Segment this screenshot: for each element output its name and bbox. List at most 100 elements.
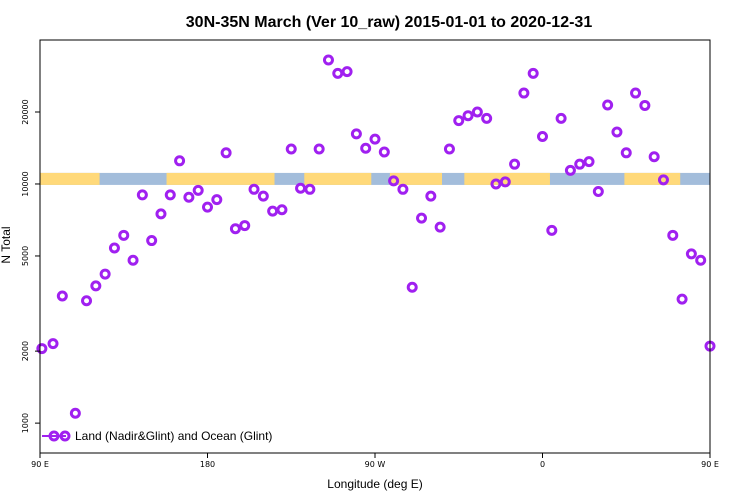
data-point [174,155,186,167]
data-point [509,158,521,170]
x-tick-label: 0 [540,460,545,469]
data-point [546,224,558,236]
data-point [481,112,493,124]
data-point [388,175,400,187]
legend: Land (Nadir&Glint) and Ocean (Glint) [42,429,272,443]
data-point [406,281,418,293]
data-point [248,183,260,195]
data-point [220,147,232,159]
data-point [630,87,642,99]
data-point [350,128,362,140]
data-point [211,194,223,206]
y-tick-label: 1000 [21,413,30,433]
data-point [397,183,409,195]
data-point [322,54,334,66]
data-point [490,178,502,190]
data-point [537,130,548,142]
data-point [499,176,511,188]
data-point [574,158,586,170]
y-axis-label: N Total [0,226,13,263]
x-axis: 90 E 180 90 W 0 90 E [31,453,719,469]
data-point [90,280,102,292]
legend-label: Land (Nadir&Glint) and Ocean (Glint) [75,429,272,443]
data-point [276,204,288,216]
data-point [304,183,316,195]
data-point [127,254,139,266]
y-axis: 1000 2000 5000 10000 20000 [21,99,40,433]
data-point [56,290,68,302]
legend-marker [48,430,60,442]
data-point [695,254,707,266]
land-band-segment [624,172,681,185]
x-tick-label: 90 W [365,460,386,469]
x-tick-label: 90 E [31,460,49,469]
data-point [164,189,176,201]
data-point [667,229,679,241]
data-point [81,295,93,307]
data-point [146,235,158,247]
x-axis-label: Longitude (deg E) [327,477,422,491]
data-point [332,67,344,79]
data-point [136,189,148,201]
legend-marker [59,430,71,442]
data-point [47,338,59,350]
surface-band [40,172,710,185]
data-point [685,248,697,260]
data-point [183,191,195,203]
data-point [239,220,251,232]
y-tick-label: 2000 [21,341,30,361]
ocean-band [40,172,710,185]
data-points [36,54,716,419]
data-point [648,151,660,163]
data-point [602,99,614,111]
data-point [360,142,372,154]
y-tick-label: 20000 [21,99,30,124]
land-band-segment [40,172,100,185]
land-band-segment [304,172,372,185]
data-point [202,201,213,213]
data-point [657,174,669,186]
data-point [676,293,688,305]
data-point [592,186,604,198]
data-point [518,87,530,99]
data-point [99,268,111,280]
x-tick-label: 90 E [701,460,719,469]
data-point [555,112,567,124]
data-point [229,223,241,235]
data-point [416,212,428,224]
data-point [69,407,81,419]
data-point [434,221,446,233]
data-point [471,106,483,118]
data-point [36,343,48,355]
data-point [378,146,390,158]
data-point [443,143,455,155]
land-band-segment [166,172,275,185]
land-band-segment [389,172,442,185]
plot-frame [39,39,711,454]
data-point [620,147,632,159]
data-point [108,242,120,254]
data-point [313,143,325,155]
data-point [611,126,623,138]
data-point [118,229,130,241]
data-point [583,156,595,168]
data-point [425,190,437,202]
chart-title: 30N-35N March (Ver 10_raw) 2015-01-01 to… [186,14,593,31]
data-point [527,67,539,79]
data-point [192,184,204,196]
y-tick-label: 5000 [21,246,30,266]
data-point [341,66,353,78]
data-point [295,182,307,194]
data-point [369,133,381,145]
x-tick-label: 180 [200,460,215,469]
data-point [285,143,297,155]
data-point [155,208,167,220]
data-point [267,205,279,217]
data-point [639,99,651,111]
data-point [453,115,465,127]
data-point [257,190,269,202]
y-tick-label: 10000 [21,171,30,196]
data-point [462,110,474,122]
